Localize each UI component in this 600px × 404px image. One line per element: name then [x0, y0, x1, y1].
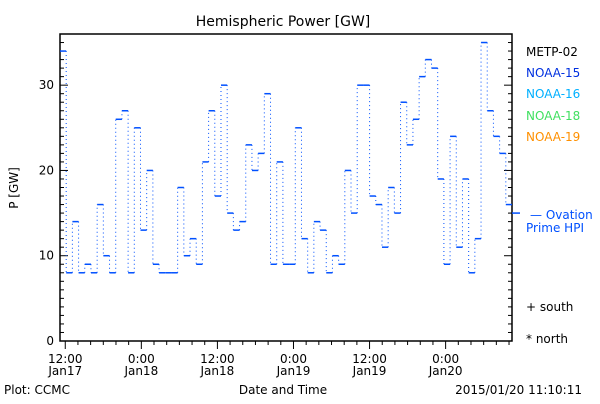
x-tick-date: Jan18 — [200, 364, 235, 378]
x-tick-label: 12:00 — [48, 352, 83, 366]
y-tick-label: 0 — [46, 334, 54, 348]
x-tick-date: Jan19 — [276, 364, 311, 378]
y-axis-label: P [GW] — [7, 167, 21, 209]
legend: METP-02 NOAA-15 NOAA-16 NOAA-18 NOAA-19 … — [526, 45, 593, 346]
legend-noaa15: NOAA-15 — [526, 66, 580, 80]
chart-title: Hemispheric Power [GW] — [196, 14, 371, 30]
legend-ovation-2: Prime HPI — [526, 221, 584, 235]
x-axis-label: Date and Time — [239, 383, 327, 397]
legend-north: * north — [526, 332, 568, 346]
legend-noaa18: NOAA-18 — [526, 109, 580, 123]
x-tick-date: Jan20 — [428, 364, 463, 378]
legend-noaa16: NOAA-16 — [526, 87, 580, 101]
y-tick-label: 10 — [39, 249, 54, 263]
x-tick-label: 0:00 — [128, 352, 155, 366]
legend-noaa19: NOAA-19 — [526, 130, 580, 144]
legend-ovation-1: — Ovation — [530, 208, 593, 222]
y-tick-label: 20 — [39, 163, 54, 177]
y-tick-label: 30 — [39, 78, 54, 92]
legend-metp02: METP-02 — [526, 45, 578, 59]
x-tick-label: 12:00 — [352, 352, 387, 366]
x-tick-label: 0:00 — [280, 352, 307, 366]
footer-right: 2015/01/20 11:10:11 — [455, 383, 582, 397]
x-tick-date: Jan18 — [123, 364, 158, 378]
x-tick-label: 12:00 — [200, 352, 235, 366]
x-tick-date: Jan19 — [352, 364, 387, 378]
x-tick-label: 0:00 — [432, 352, 459, 366]
footer-left: Plot: CCMC — [4, 383, 70, 397]
x-tick-date: Jan17 — [47, 364, 82, 378]
legend-south: + south — [526, 300, 573, 314]
